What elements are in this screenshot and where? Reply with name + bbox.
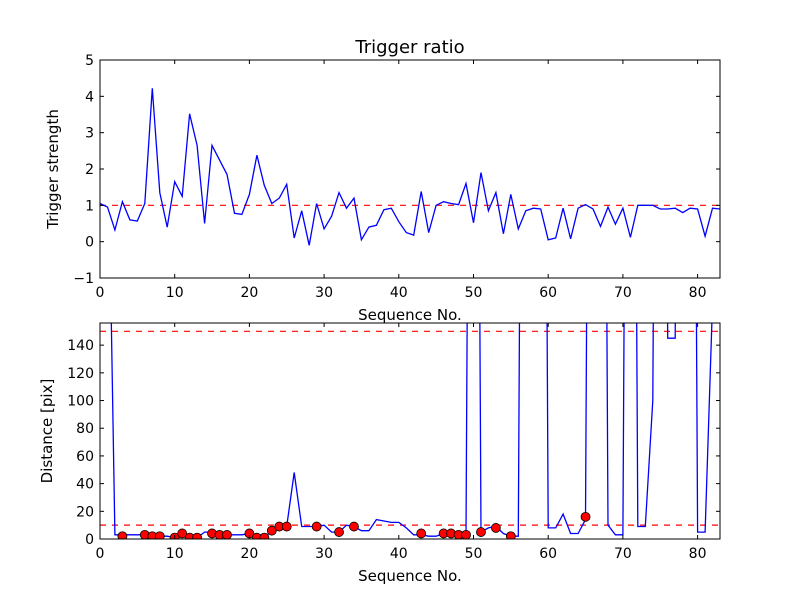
y-tick-label: 120 [67,366,94,382]
x-tick-label: 70 [614,285,632,301]
x-tick-label: 10 [166,285,184,301]
y-tick-label: 0 [85,235,94,251]
data-point [311,521,322,532]
data-point [192,532,203,539]
x-axis-label: Sequence No. [358,306,462,324]
x-tick-label: 0 [96,285,105,301]
y-tick-label: 2 [85,162,94,178]
data-point [177,528,188,539]
x-tick-label: 80 [689,285,707,301]
plot-area [100,60,720,278]
data-point [154,531,165,539]
y-tick-label: 3 [85,126,94,142]
y-tick-label: 0 [85,532,94,548]
axes-2: 0 10 20 30 40 50 60 70 80 0 20 40 60 80 100 120 140 Seque… [38,322,721,585]
plot-content [100,323,720,539]
chart-title: Trigger ratio [354,37,464,58]
data-point [416,528,427,539]
x-tick-label: 40 [390,546,408,562]
y-tick-label: 40 [76,477,94,493]
data-point [491,523,501,533]
y-tick-label: 80 [76,421,94,437]
x-tick-label: 50 [465,546,483,562]
data-point [334,527,344,537]
y-tick-label: 20 [76,504,94,520]
x-tick-label: 50 [465,285,483,301]
x-tick-label: 60 [539,285,557,301]
y-tick-label: −1 [73,271,94,287]
data-point [222,529,232,539]
y-tick-label: 60 [76,449,94,465]
x-tick-label: 80 [689,546,707,562]
y-axis-label: Trigger strength [44,109,62,230]
x-tick-label: 10 [166,546,184,562]
x-tick-label: 30 [315,546,333,562]
x-tick-label: 20 [240,285,258,301]
x-tick-label: 20 [240,546,258,562]
y-tick-label: 140 [67,338,94,354]
plot-content [100,88,720,246]
data-point [461,529,471,539]
series-line [110,323,713,539]
axes-frame [99,322,721,540]
y-tick-label: 5 [85,53,94,69]
data-point [259,532,270,539]
plot-area [100,323,720,539]
data-point [349,521,359,532]
data-point [580,511,591,522]
y-tick-label: 100 [67,394,94,410]
series-line [100,88,720,246]
y-axis-label: Distance [pix] [38,379,56,484]
data-point [266,525,277,536]
y-tick-label: 4 [85,89,94,105]
data-point [505,531,516,539]
x-axis-label: Sequence No. [358,567,462,585]
x-tick-label: 60 [539,546,557,562]
data-point [117,531,128,539]
data-point [476,527,486,537]
data-point [281,521,292,532]
y-tick-label: 1 [85,198,94,214]
x-tick-label: 30 [315,285,333,301]
x-tick-label: 0 [96,546,105,562]
x-tick-label: 40 [390,285,408,301]
x-tick-label: 70 [614,546,632,562]
